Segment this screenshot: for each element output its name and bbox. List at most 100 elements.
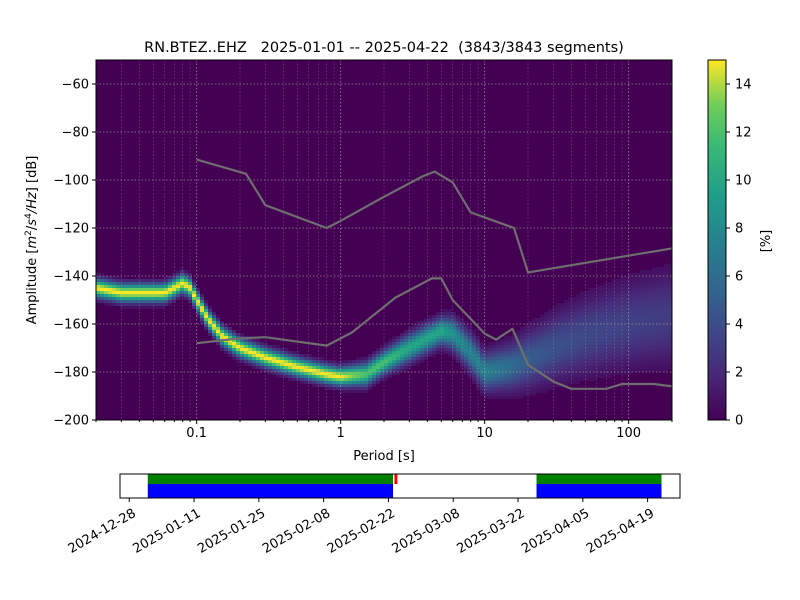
heatmap-cell (268, 360, 272, 363)
heatmap-cell (580, 324, 584, 327)
heatmap-cell (540, 363, 544, 366)
heatmap-cell (496, 339, 500, 342)
heatmap-cell (396, 345, 400, 348)
heatmap-cell (560, 351, 564, 354)
heatmap-cell (264, 342, 268, 345)
heatmap-cell (448, 351, 452, 354)
heatmap-cell (176, 291, 180, 294)
heatmap-cell (608, 372, 612, 375)
heatmap-cell (660, 336, 664, 339)
heatmap-cell (576, 351, 580, 354)
heatmap-cell (652, 348, 656, 351)
heatmap-cell (436, 342, 440, 345)
heatmap-cell (428, 333, 432, 336)
heatmap-cell (280, 354, 284, 357)
heatmap-cell (148, 303, 152, 306)
heatmap-cell (168, 285, 172, 288)
heatmap-cell (652, 267, 656, 270)
heatmap-cell (168, 288, 172, 291)
heatmap-cell (508, 369, 512, 372)
date-tick-label: 2024-12-28 (66, 506, 139, 557)
heatmap-cell (560, 333, 564, 336)
heatmap-cell (396, 372, 400, 375)
heatmap-cell (320, 381, 324, 384)
heatmap-cell (472, 348, 476, 351)
heatmap-cell (552, 384, 556, 387)
heatmap-cell (368, 375, 372, 378)
heatmap-cell (648, 366, 652, 369)
heatmap-cell (508, 384, 512, 387)
heatmap-cell (656, 273, 660, 276)
heatmap-cell (640, 291, 644, 294)
heatmap-cell (376, 381, 380, 384)
heatmap-cell (212, 315, 216, 318)
heatmap-cell (628, 357, 632, 360)
heatmap-cell (580, 348, 584, 351)
heatmap-cell (640, 324, 644, 327)
heatmap-cell (312, 372, 316, 375)
heatmap-cell (500, 348, 504, 351)
heatmap-cell (512, 390, 516, 393)
heatmap-cell (560, 372, 564, 375)
heatmap-cell (532, 375, 536, 378)
heatmap-cell (448, 324, 452, 327)
heatmap-cell (268, 363, 272, 366)
heatmap-cell (660, 303, 664, 306)
heatmap-cell (472, 369, 476, 372)
heatmap-cell (224, 324, 228, 327)
heatmap-cell (520, 378, 524, 381)
heatmap-cell (524, 339, 528, 342)
heatmap-cell (624, 318, 628, 321)
heatmap-cell (448, 315, 452, 318)
heatmap-cell (536, 342, 540, 345)
heatmap-cell (496, 366, 500, 369)
heatmap-cell (104, 297, 108, 300)
heatmap-cell (624, 336, 628, 339)
heatmap-cell (656, 294, 660, 297)
heatmap-cell (524, 366, 528, 369)
heatmap-cell (608, 309, 612, 312)
heatmap-cell (584, 297, 588, 300)
heatmap-cell (544, 318, 548, 321)
heatmap-cell (656, 315, 660, 318)
heatmap-cell (652, 354, 656, 357)
heatmap-cell (532, 357, 536, 360)
heatmap-cell (364, 375, 368, 378)
heatmap-cell (600, 315, 604, 318)
heatmap-cell (100, 285, 104, 288)
heatmap-cell (656, 282, 660, 285)
heatmap-cell (652, 345, 656, 348)
heatmap-cell (624, 327, 628, 330)
heatmap-cell (188, 282, 192, 285)
heatmap-cell (404, 333, 408, 336)
heatmap-cell (416, 330, 420, 333)
heatmap-cell (604, 285, 608, 288)
heatmap-cell (648, 291, 652, 294)
grid-layer (96, 60, 672, 420)
heatmap-cell (440, 333, 444, 336)
heatmap-cell (480, 366, 484, 369)
heatmap-cell (556, 309, 560, 312)
heatmap-cell (460, 351, 464, 354)
heatmap-cell (632, 306, 636, 309)
heatmap-cell (588, 309, 592, 312)
heatmap-cell (340, 375, 344, 378)
heatmap-cell (548, 363, 552, 366)
heatmap-cell (520, 327, 524, 330)
heatmap-cell (648, 288, 652, 291)
heatmap-cell (292, 360, 296, 363)
heatmap-cell (220, 348, 224, 351)
heatmap-cell (644, 354, 648, 357)
heatmap-cell (316, 357, 320, 360)
heatmap-cell (604, 282, 608, 285)
heatmap-cell (496, 396, 500, 399)
heatmap-cell (528, 357, 532, 360)
heatmap-cell (124, 288, 128, 291)
heatmap-cell (204, 312, 208, 315)
heatmap-cell (452, 348, 456, 351)
heatmap-cell (216, 336, 220, 339)
heatmap-cell (612, 321, 616, 324)
heatmap-cell (300, 357, 304, 360)
heatmap-cell (668, 279, 672, 282)
heatmap-cell (220, 330, 224, 333)
